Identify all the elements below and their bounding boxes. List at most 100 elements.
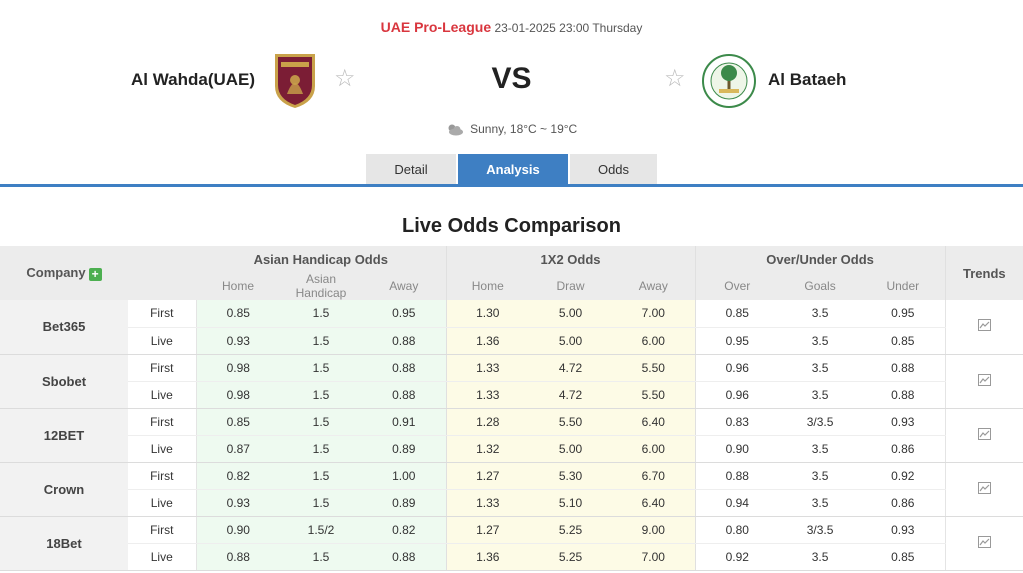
odds-row: Live 0.88 1.5 0.88 1.36 5.25 7.00 0.92 3.5 0.85 xyxy=(0,543,1023,571)
match-datetime: 23-01-2025 23:00 Thursday xyxy=(494,21,643,35)
odds-value: 0.82 xyxy=(362,516,447,544)
odds-value: 0.85 xyxy=(695,300,780,328)
odds-kind: First xyxy=(128,300,197,328)
odds-value: 0.88 xyxy=(196,543,280,571)
odds-value: 0.90 xyxy=(196,516,280,544)
odds-value: 0.90 xyxy=(695,435,780,463)
odds-kind: First xyxy=(128,354,197,382)
odds-row: 12BET First 0.85 1.5 0.91 1.28 5.50 6.40 0.83 3/3… xyxy=(0,408,1023,463)
odds-value: 1.27 xyxy=(446,516,530,544)
odds-value: 1.33 xyxy=(446,489,530,517)
odds-value: 1.00 xyxy=(362,462,447,490)
company-name[interactable]: Sbobet xyxy=(0,354,128,409)
odds-kind: Live xyxy=(128,543,197,571)
trend-cell xyxy=(944,462,1023,517)
company-header: Company + xyxy=(0,246,128,300)
odds-value: 0.86 xyxy=(861,489,946,517)
odds-value: 0.89 xyxy=(362,489,447,517)
odds-value: 5.00 xyxy=(529,300,613,328)
tab-analysis[interactable]: Analysis xyxy=(458,154,568,185)
odds-value: 3.5 xyxy=(779,543,862,571)
weather-text: Sunny, 18°C ~ 19°C xyxy=(470,122,578,136)
odds-value: 6.00 xyxy=(612,327,696,355)
odds-value: 0.83 xyxy=(695,408,780,436)
odds-value: 0.85 xyxy=(861,543,946,571)
odds-value: 0.91 xyxy=(362,408,447,436)
odds-value: 1.28 xyxy=(446,408,530,436)
odds-value: 3.5 xyxy=(779,300,862,328)
company-name[interactable]: 12BET xyxy=(0,408,128,463)
line-chart-icon[interactable] xyxy=(977,481,991,494)
odds-value: 6.40 xyxy=(612,408,696,436)
line-chart-icon[interactable] xyxy=(977,535,991,548)
odds-value: 4.72 xyxy=(529,354,613,382)
line-chart-icon[interactable] xyxy=(977,319,991,332)
odds-value: 0.82 xyxy=(196,462,280,490)
company-name[interactable]: 18Bet xyxy=(0,516,128,571)
odds-value: 1.5 xyxy=(280,354,362,382)
odds-row: 18Bet First 0.90 1.5/2 0.82 1.27 5.25 9.00 0.80 3… xyxy=(0,516,1023,571)
line-chart-icon[interactable] xyxy=(977,373,991,386)
odds-value: 0.98 xyxy=(196,354,280,382)
odds-value: 1.33 xyxy=(446,381,530,409)
odds-value: 0.89 xyxy=(362,435,447,463)
away-team-logo xyxy=(702,54,756,108)
vs-label: VS xyxy=(491,62,532,95)
odds-row: Live 0.93 1.5 0.89 1.33 5.10 6.40 0.94 3.5 0.86 xyxy=(0,489,1023,517)
line-chart-icon[interactable] xyxy=(977,427,991,440)
home-favorite-star-icon[interactable]: ☆ xyxy=(334,65,356,92)
odds-value: 3.5 xyxy=(779,354,862,382)
home-team-name[interactable]: Al Wahda(UAE) xyxy=(131,70,256,89)
odds-value: 0.80 xyxy=(695,516,780,544)
odds-value: 1.5/2 xyxy=(280,516,362,544)
odds-value: 0.95 xyxy=(695,327,780,355)
away-favorite-star-icon[interactable]: ☆ xyxy=(664,65,686,92)
company-name[interactable]: Crown xyxy=(0,462,128,517)
odds-value: 0.93 xyxy=(861,516,946,544)
odds-value: 0.88 xyxy=(861,381,946,409)
odds-value: 0.85 xyxy=(196,408,280,436)
odds-value: 0.96 xyxy=(695,381,780,409)
odds-value: 1.5 xyxy=(280,489,362,517)
1x2-header: 1X2 Odds xyxy=(446,246,696,272)
subheader: Over xyxy=(695,272,780,300)
odds-kind: Live xyxy=(128,327,197,355)
odds-value: 0.93 xyxy=(196,489,280,517)
odds-value: 0.95 xyxy=(362,300,447,328)
add-company-plus-icon[interactable]: + xyxy=(88,267,102,281)
trend-cell xyxy=(944,354,1023,409)
odds-value: 0.86 xyxy=(861,435,946,463)
kind-header xyxy=(128,246,196,300)
odds-value: 6.00 xyxy=(612,435,696,463)
tab-odds[interactable]: Odds xyxy=(570,154,657,185)
odds-value: 7.00 xyxy=(612,543,696,571)
odds-value: 3/3.5 xyxy=(779,516,862,544)
odds-value: 0.96 xyxy=(695,354,780,382)
odds-value: 0.98 xyxy=(196,381,280,409)
odds-value: 0.92 xyxy=(861,462,946,490)
odds-row: Bet365 First 0.85 1.5 0.95 1.30 5.00 7.00 0.85 3.… xyxy=(0,300,1023,355)
over-under-header: Over/Under Odds xyxy=(695,246,946,272)
odds-value: 0.87 xyxy=(196,435,280,463)
odds-value: 3.5 xyxy=(779,462,862,490)
league-name[interactable]: UAE Pro-League xyxy=(380,19,492,35)
odds-value: 0.88 xyxy=(362,327,447,355)
odds-value: 1.27 xyxy=(446,462,530,490)
tab-detail[interactable]: Detail xyxy=(366,154,456,185)
odds-comparison-table: Company + Asian Handicap Odds 1X2 Odds Ov… xyxy=(0,246,1023,571)
subheader: Asian Handicap xyxy=(280,272,362,300)
odds-value: 1.30 xyxy=(446,300,530,328)
asian-handicap-header: Asian Handicap Odds xyxy=(196,246,447,272)
company-name[interactable]: Bet365 xyxy=(0,300,128,355)
odds-value: 3.5 xyxy=(779,489,862,517)
odds-value: 0.92 xyxy=(695,543,780,571)
odds-value: 5.25 xyxy=(529,543,613,571)
odds-value: 0.85 xyxy=(196,300,280,328)
match-header: UAE Pro-League 23-01-2025 23:00 Thursday… xyxy=(0,0,1023,187)
away-team-name[interactable]: Al Bataeh xyxy=(768,70,847,89)
home-team-logo xyxy=(275,54,315,108)
trend-cell xyxy=(944,408,1023,463)
odds-value: 1.5 xyxy=(280,327,362,355)
odds-row: Sbobet First 0.98 1.5 0.88 1.33 4.72 5.50 0.96 3.… xyxy=(0,354,1023,409)
odds-value: 1.5 xyxy=(280,543,362,571)
